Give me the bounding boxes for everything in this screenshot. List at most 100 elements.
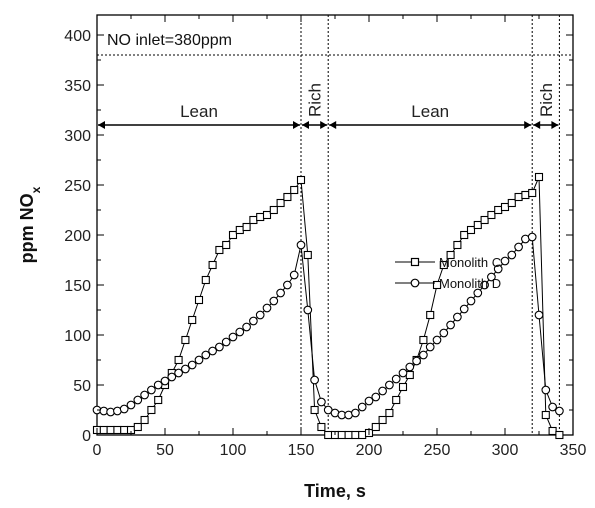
data-point <box>167 372 177 382</box>
data-point <box>391 374 401 384</box>
data-point <box>317 397 326 407</box>
series-layer <box>92 172 564 440</box>
x-tick-label-150: 150 <box>288 442 315 459</box>
x-tick-label-250: 250 <box>424 442 451 459</box>
data-point <box>500 256 510 266</box>
y-tick-label-150: 150 <box>64 278 91 295</box>
data-point <box>392 395 401 405</box>
legend-label-monolith-c: Monolith C <box>439 255 501 270</box>
data-point <box>541 385 551 395</box>
data-point <box>269 296 279 306</box>
data-point <box>494 205 503 215</box>
data-point <box>419 335 428 345</box>
data-point <box>425 342 435 352</box>
series-monolith-c <box>92 172 564 440</box>
data-point <box>344 430 353 440</box>
data-point <box>296 240 306 250</box>
x-axis-title: Time, s <box>304 481 366 501</box>
data-point <box>181 364 190 374</box>
data-point <box>426 310 435 320</box>
data-point <box>174 368 183 378</box>
data-point <box>201 350 211 360</box>
phase-label-rich: Rich <box>306 83 325 117</box>
data-point <box>119 404 129 414</box>
data-point <box>222 240 231 250</box>
phase-arrowhead <box>293 121 300 129</box>
phase-label-lean: Lean <box>411 102 449 121</box>
data-point <box>215 245 224 255</box>
data-point <box>371 392 381 402</box>
legend: Monolith C Monolith D <box>395 255 501 291</box>
data-point <box>310 405 319 415</box>
data-point <box>337 430 346 440</box>
data-point <box>113 425 122 435</box>
data-point <box>276 288 285 298</box>
phase-1: Rich <box>302 83 328 129</box>
y-tick-label-0: 0 <box>82 428 91 445</box>
data-point <box>534 310 544 320</box>
x-tick-label-0: 0 <box>93 442 102 459</box>
data-point <box>194 355 204 365</box>
data-point <box>487 210 496 220</box>
data-point <box>187 360 197 370</box>
data-point <box>303 250 312 260</box>
data-point <box>446 320 455 330</box>
phase-arrowhead <box>98 121 105 129</box>
data-point <box>99 425 108 435</box>
inlet-annotation: NO inlet=380ppm <box>107 32 232 49</box>
data-point <box>521 190 530 200</box>
data-point <box>174 355 183 365</box>
data-point <box>405 370 414 380</box>
data-point <box>208 346 217 356</box>
data-point <box>514 242 523 252</box>
data-point <box>412 356 421 366</box>
data-point <box>188 315 197 325</box>
data-point <box>385 380 394 390</box>
data-point <box>324 430 333 440</box>
data-point <box>453 240 462 250</box>
data-point <box>262 303 272 313</box>
y-axis-title-subscript: x <box>29 186 43 193</box>
data-point <box>439 260 448 270</box>
data-point <box>208 260 217 270</box>
y-tick-label-50: 50 <box>73 378 91 395</box>
data-point <box>126 400 136 410</box>
phase-label-rich: Rich <box>537 83 556 117</box>
data-point <box>555 406 564 416</box>
data-point <box>541 410 550 420</box>
data-point <box>255 310 265 320</box>
x-tick-label-50: 50 <box>156 442 174 459</box>
data-point <box>385 408 394 418</box>
phase-0: Lean <box>98 102 300 129</box>
guide-lines <box>97 15 573 435</box>
data-point <box>398 368 408 378</box>
data-point <box>249 215 258 225</box>
data-point <box>181 335 190 345</box>
data-point <box>548 426 557 436</box>
data-point <box>242 322 251 332</box>
data-point <box>432 280 442 290</box>
data-point <box>405 362 415 372</box>
data-point <box>201 275 210 285</box>
data-point <box>480 280 489 290</box>
data-point <box>507 250 517 260</box>
data-point <box>221 337 231 347</box>
y-tick-label-200: 200 <box>64 228 91 245</box>
data-point <box>555 430 564 440</box>
data-point <box>528 188 537 198</box>
data-point <box>269 205 278 215</box>
data-point <box>466 296 476 306</box>
data-point <box>235 327 245 337</box>
data-point <box>493 264 503 274</box>
data-point <box>133 422 142 432</box>
data-point <box>296 175 306 185</box>
data-point <box>439 328 449 338</box>
data-point <box>473 288 483 298</box>
data-point <box>133 395 143 405</box>
data-point <box>514 192 523 202</box>
phase-arrowhead <box>302 121 309 129</box>
data-point <box>364 396 374 406</box>
data-point <box>289 270 299 280</box>
data-point <box>290 185 299 195</box>
data-point <box>507 198 516 208</box>
